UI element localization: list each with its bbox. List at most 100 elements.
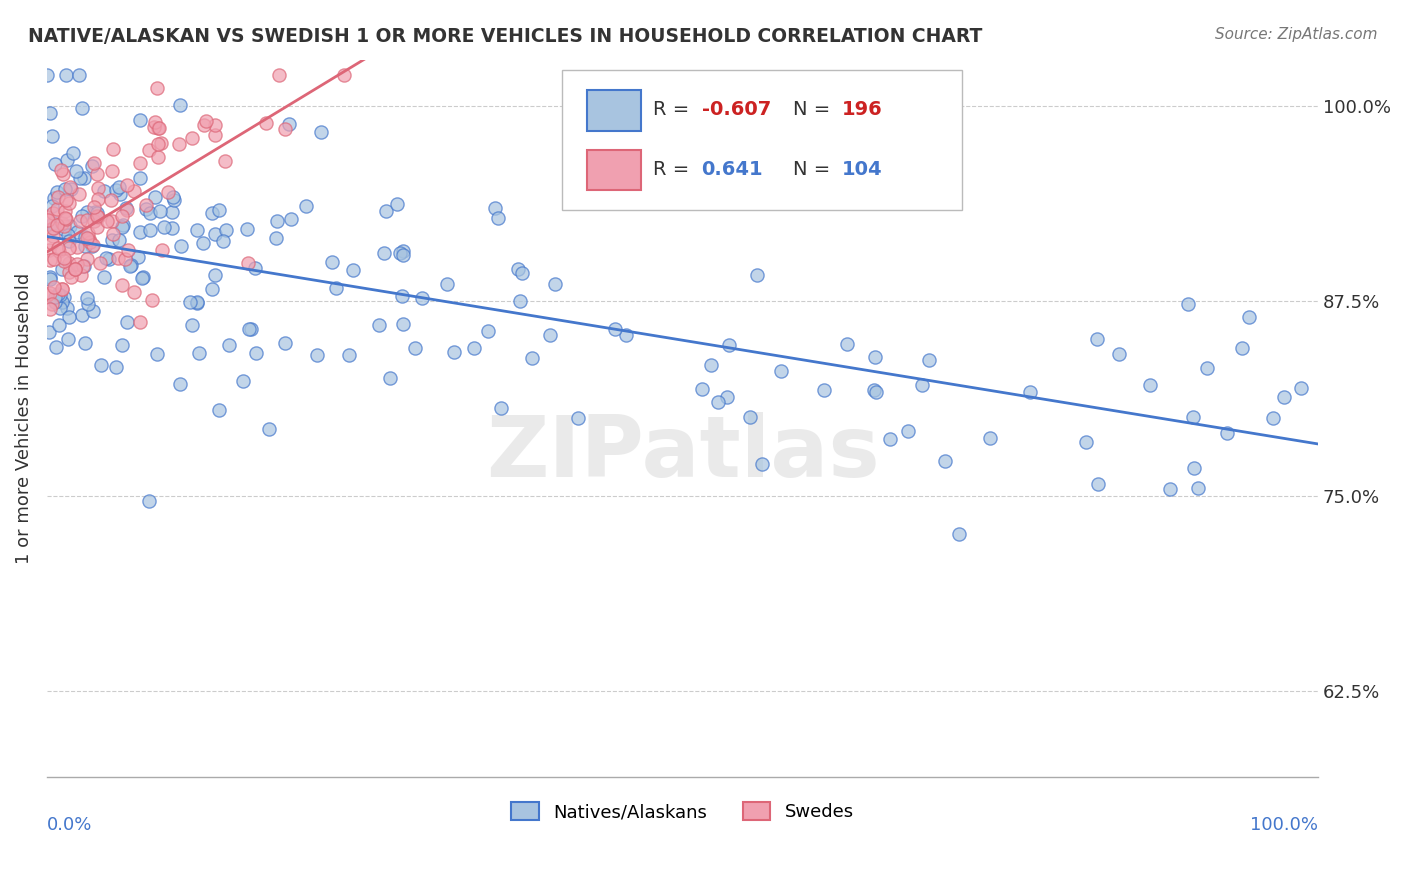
Point — [70, 101, 93, 115]
Point — [70, 308, 93, 322]
Point — [63, 261, 86, 276]
Point — [603, 322, 626, 336]
Point — [120, 258, 142, 272]
Point — [436, 277, 458, 292]
Point — [477, 324, 499, 338]
Point — [86, 206, 108, 220]
Point — [193, 118, 215, 132]
Point — [169, 98, 191, 112]
Point — [101, 164, 124, 178]
Point — [148, 136, 170, 151]
Point — [87, 192, 110, 206]
Point — [157, 185, 180, 199]
Point — [69, 268, 91, 283]
Point — [162, 189, 184, 203]
Point — [46, 190, 69, 204]
Point — [716, 390, 738, 404]
Point — [39, 270, 62, 285]
Point — [522, 351, 544, 366]
Point — [218, 338, 240, 352]
Point — [201, 206, 224, 220]
Point — [90, 358, 112, 372]
Point — [51, 262, 73, 277]
Point — [208, 402, 231, 417]
Point — [97, 252, 120, 266]
Point — [146, 81, 169, 95]
Text: 100.0%: 100.0% — [1250, 816, 1319, 834]
Point — [66, 240, 89, 254]
Point — [58, 241, 80, 255]
Point — [835, 337, 858, 351]
Point — [89, 256, 111, 270]
Point — [295, 199, 318, 213]
Point — [58, 310, 80, 324]
Point — [391, 248, 413, 262]
Point — [73, 170, 96, 185]
Point — [117, 315, 139, 329]
Point — [387, 197, 409, 211]
Point — [110, 209, 132, 223]
Point — [120, 260, 142, 274]
Point — [309, 125, 332, 139]
Point — [51, 216, 73, 230]
Point — [1177, 297, 1199, 311]
Point — [204, 268, 226, 282]
Point — [538, 327, 561, 342]
Point — [44, 290, 66, 304]
Point — [1108, 347, 1130, 361]
Point — [509, 293, 531, 308]
Point — [512, 266, 534, 280]
Point — [110, 219, 132, 234]
Point — [66, 225, 89, 239]
Point — [751, 457, 773, 471]
Point — [67, 187, 90, 202]
Point — [204, 227, 226, 242]
Point — [44, 156, 66, 170]
Point — [83, 156, 105, 170]
Point — [342, 263, 364, 277]
Point — [69, 214, 91, 228]
Point — [148, 120, 170, 135]
Point — [53, 222, 76, 236]
Point — [167, 136, 190, 151]
Point — [69, 170, 91, 185]
Point — [1182, 461, 1205, 475]
Point — [86, 209, 108, 223]
Point — [181, 131, 204, 145]
Text: 196: 196 — [841, 100, 882, 120]
Point — [122, 184, 145, 198]
Point — [146, 121, 169, 136]
Point — [42, 252, 65, 266]
Point — [76, 231, 98, 245]
Point — [114, 252, 136, 266]
Point — [142, 120, 165, 135]
Point — [56, 228, 79, 243]
Point — [489, 401, 512, 415]
FancyBboxPatch shape — [588, 90, 641, 130]
Point — [53, 181, 76, 195]
Point — [76, 212, 98, 227]
Point — [59, 179, 82, 194]
Point — [1197, 361, 1219, 376]
Point — [208, 202, 231, 217]
Point — [101, 142, 124, 156]
Point — [38, 286, 60, 301]
Point — [51, 163, 73, 178]
Point — [38, 243, 60, 257]
Point — [138, 493, 160, 508]
Point — [108, 179, 131, 194]
Point — [55, 204, 77, 219]
Point — [58, 256, 80, 270]
Point — [186, 295, 208, 310]
Point — [690, 383, 713, 397]
Point — [187, 345, 209, 359]
Point — [42, 191, 65, 205]
Point — [148, 150, 170, 164]
Point — [245, 261, 267, 276]
Point — [56, 153, 79, 168]
Point — [76, 204, 98, 219]
Text: ZIPatlas: ZIPatlas — [485, 412, 879, 495]
Point — [37, 288, 59, 302]
Point — [1187, 481, 1209, 495]
Text: N =: N = — [793, 160, 837, 178]
